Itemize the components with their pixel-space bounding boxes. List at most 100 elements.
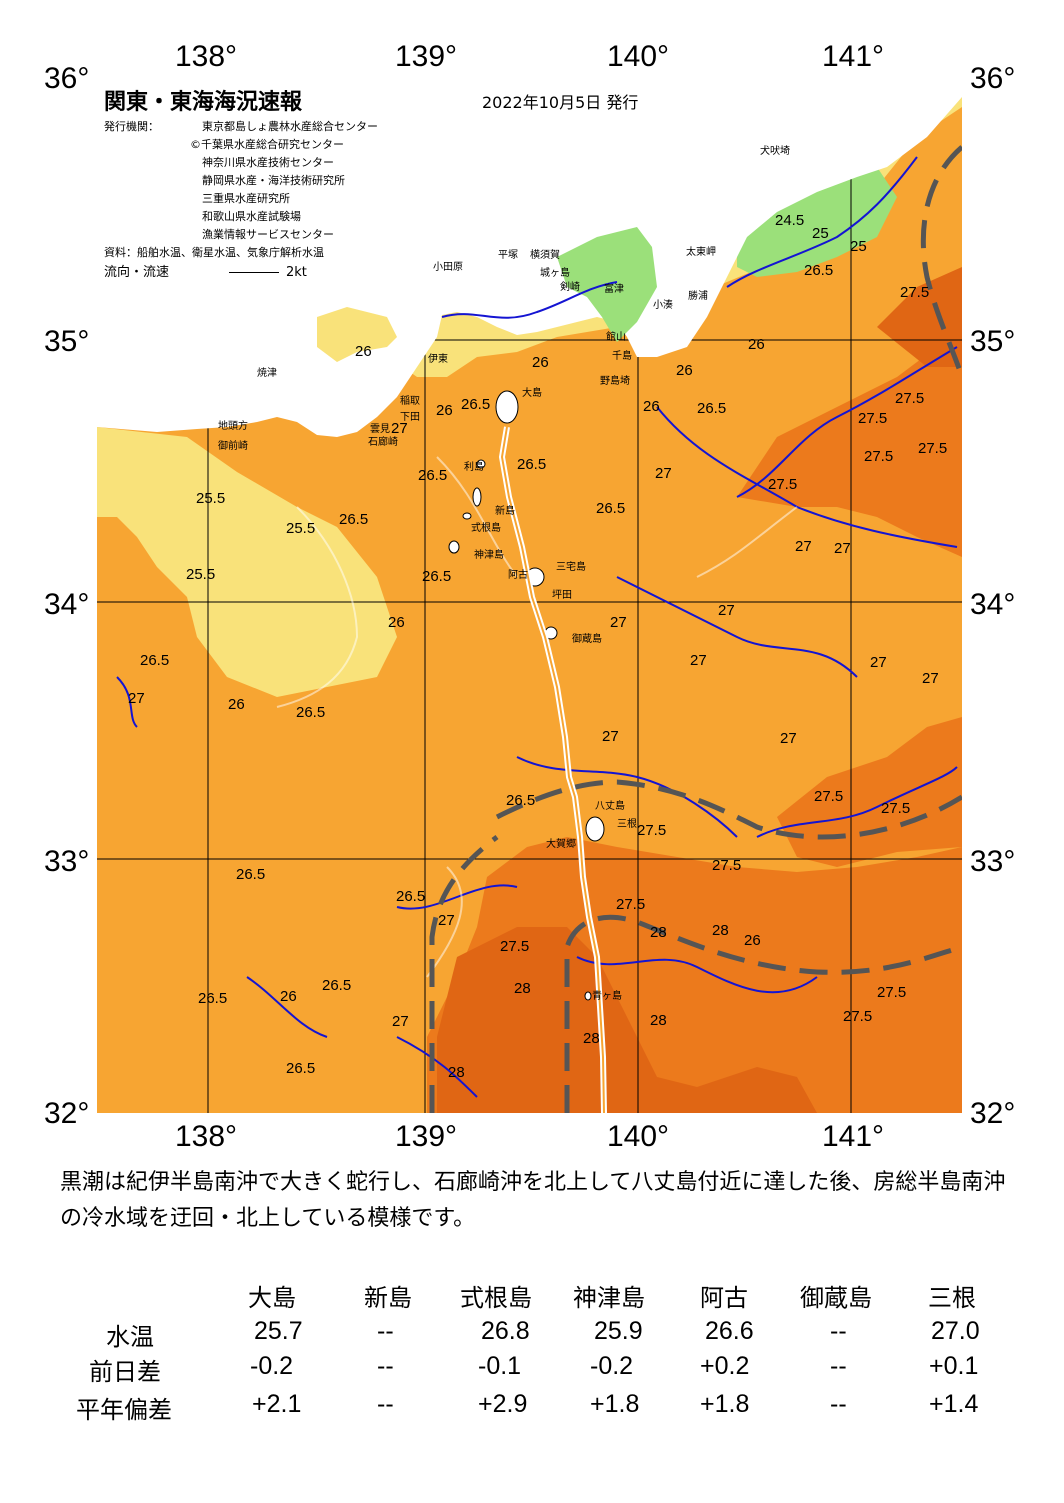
lat-label-36-left: 36° — [44, 62, 90, 95]
contour-label: 26.5 — [697, 400, 727, 417]
contour-label: 26.5 — [339, 511, 369, 528]
cell-anomaly-shikinejima: +2.9 — [478, 1390, 528, 1418]
contour-label: 26.5 — [418, 467, 448, 484]
col-header-mitsune: 三根 — [928, 1284, 976, 1312]
contour-label: 27.5 — [814, 788, 844, 805]
contour-label: 26.5 — [198, 990, 228, 1007]
place-okago: 大賀郷 — [546, 839, 576, 850]
place-mikura: 御蔵島 — [572, 634, 602, 645]
island-kozushima — [448, 540, 460, 554]
cell-anomaly-oshima: +2.1 — [252, 1390, 302, 1418]
sst-zone-24-25-boso — [737, 167, 897, 277]
contour-label: 27.5 — [712, 857, 742, 874]
cold-water-boundaries — [429, 145, 962, 1113]
place-kominato: 小湊 — [653, 300, 673, 311]
island-shikinejima — [462, 512, 472, 520]
cell-water-temp-oshima: 25.7 — [254, 1317, 303, 1345]
cell-anomaly-mitsune: +1.4 — [929, 1390, 979, 1418]
contour-label: 26 — [676, 362, 693, 379]
lon-label-140-bottom: 140° — [607, 1120, 670, 1153]
place-niijima: 新島 — [495, 506, 515, 517]
contour-label: 28 — [712, 922, 729, 939]
place-taito: 太東岬 — [686, 247, 716, 258]
island-hachijojima — [585, 816, 605, 842]
lat-label-34-right: 34° — [970, 588, 1016, 621]
contour-label: 28 — [650, 1012, 667, 1029]
contour-label: 27 — [392, 1013, 409, 1030]
row-label-water-temp: 水温 — [106, 1323, 154, 1351]
cell-anomaly-mikurajima: -- — [830, 1390, 847, 1418]
lon-label-139-bottom: 139° — [395, 1120, 458, 1153]
place-mitsune: 三根 — [617, 819, 637, 830]
place-tsurugi: 剣崎 — [560, 282, 580, 293]
lon-label-139-top: 139° — [395, 40, 458, 73]
contour-label: 26.5 — [596, 500, 626, 517]
isotherm-half-lines — [276, 456, 798, 978]
contour-label: 28 — [514, 980, 531, 997]
contour-label: 24.5 — [775, 212, 805, 229]
contour-label: 26.5 — [236, 866, 266, 883]
issuer-0: 東京都島しょ農林水産総合センター — [202, 120, 378, 133]
contour-label: 26 — [355, 343, 372, 360]
contour-label: 25.5 — [186, 566, 216, 583]
place-oshima: 大島 — [522, 388, 542, 399]
flow-scale-arrow — [229, 272, 279, 273]
contour-label: 26.5 — [296, 704, 326, 721]
contour-label: 27.5 — [500, 938, 530, 955]
contour-label: 27.5 — [616, 896, 646, 913]
cell-water-temp-mikurajima: -- — [830, 1317, 847, 1345]
issuer-3: 静岡県水産・海洋技術研究所 — [202, 174, 345, 187]
lat-label-35-left: 35° — [44, 325, 90, 358]
place-tateyama: 館山 — [606, 332, 626, 343]
lon-label-140-top: 140° — [607, 40, 670, 73]
cell-daily-diff-kozushima: -0.2 — [590, 1352, 634, 1380]
col-header-ako: 阿古 — [700, 1284, 748, 1312]
place-shimoda: 下田 — [400, 412, 420, 423]
lat-label-33-right: 33° — [970, 845, 1016, 878]
contour-label: 26.5 — [396, 888, 426, 905]
contour-label: 26 — [436, 402, 453, 419]
flow-label: 流向・流速 — [104, 265, 170, 280]
contour-label: 26 — [643, 398, 660, 415]
contour-label: 27 — [602, 728, 619, 745]
contour-label: 27.5 — [858, 410, 888, 427]
cell-water-temp-ako: 26.6 — [705, 1317, 754, 1345]
lon-label-138-bottom: 138° — [175, 1120, 238, 1153]
lat-label-36-right: 36° — [970, 62, 1016, 95]
col-header-kozushima: 神津島 — [573, 1284, 645, 1312]
contour-label: 27 — [655, 465, 672, 482]
lat-label-32-left: 32° — [44, 1097, 90, 1130]
contour-label: 26 — [388, 614, 405, 631]
cell-water-temp-niijima: -- — [377, 1317, 394, 1345]
contour-label: 27 — [718, 602, 735, 619]
island-toshima — [476, 459, 486, 469]
contour-label: 26.5 — [461, 396, 491, 413]
contour-label: 27.5 — [768, 476, 798, 493]
place-shikine: 式根島 — [471, 523, 501, 534]
issuer-5: 和歌山県水産試験場 — [202, 210, 301, 223]
contour-label: 27 — [795, 538, 812, 555]
island-oshima — [495, 390, 519, 424]
sst-zone-28-northeast — [877, 267, 962, 367]
cell-water-temp-mitsune: 27.0 — [931, 1317, 980, 1345]
issuer-4: 三重県水産研究所 — [202, 192, 290, 205]
contour-label: 26 — [532, 354, 549, 371]
lat-label-32-right: 32° — [970, 1097, 1016, 1130]
contour-label: 25 — [850, 238, 867, 255]
island-niijima — [472, 487, 482, 507]
place-kozu: 神津島 — [474, 550, 504, 561]
col-header-shikinejima: 式根島 — [460, 1284, 532, 1312]
place-jogashima: 城ヶ島 — [540, 268, 570, 279]
bulletin-title: 関東・東海海況速報 — [104, 90, 303, 115]
sst-zone-28-south — [437, 927, 817, 1113]
issuer-label: 発行機関： — [104, 120, 159, 133]
place-nojima: 野島埼 — [600, 376, 630, 387]
contour-label: 27 — [922, 670, 939, 687]
contour-label: 26.5 — [422, 568, 452, 585]
contour-label: 27 — [391, 420, 408, 437]
contour-label: 26.5 — [322, 977, 352, 994]
contour-label: 27 — [690, 652, 707, 669]
cell-daily-diff-mikurajima: -- — [830, 1352, 847, 1380]
row-label-normal-anomaly: 平年偏差 — [76, 1396, 172, 1424]
place-chikura: 千島 — [612, 351, 632, 362]
